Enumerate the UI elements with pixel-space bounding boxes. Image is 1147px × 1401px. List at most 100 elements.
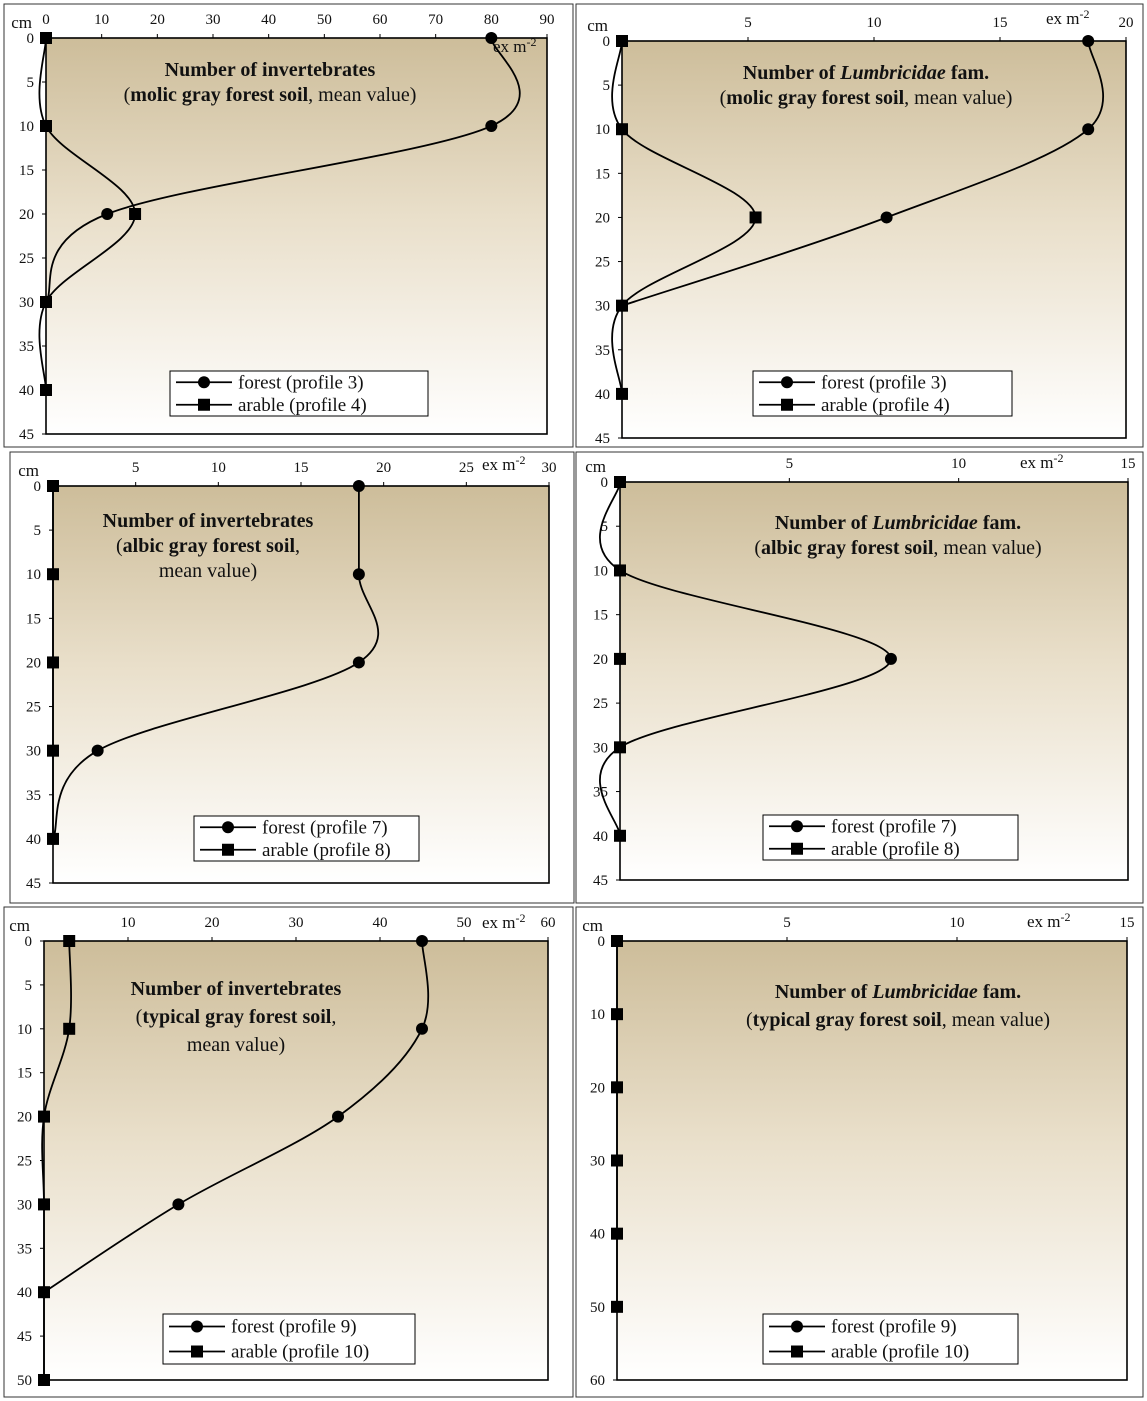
chart-title: Number of Lumbricidae fam. (molic gray fo…: [720, 62, 1013, 109]
forest-point: [352, 480, 365, 492]
x-tick-label: 0: [42, 12, 50, 28]
y-tick-label: 20: [19, 207, 34, 223]
y-tick-label: 30: [593, 740, 608, 756]
x-tick-label: 20: [1119, 15, 1134, 31]
x-tick-label: 15: [993, 15, 1008, 31]
y-tick-label: 25: [17, 1154, 32, 1170]
forest-point: [101, 208, 114, 220]
y-tick-label: 15: [593, 608, 608, 624]
legend-square-icon: [198, 398, 210, 411]
forest-point: [172, 1198, 185, 1211]
chart-title-segment: Number of invertebrates: [131, 978, 342, 1000]
legend-box: [162, 1313, 416, 1365]
arable-point: [611, 1081, 623, 1094]
legend-box: [762, 814, 1019, 861]
legend-square-icon: [222, 843, 234, 856]
y-tick-label: 20: [17, 1110, 32, 1126]
forest-point: [485, 32, 498, 44]
legend-circle-icon: [781, 376, 793, 389]
chart-title-segment: (: [136, 1006, 143, 1028]
arable-point: [40, 384, 52, 396]
arable-point: [40, 120, 52, 132]
x-tick-label: 15: [1120, 915, 1135, 931]
legend-label: arable (profile 10): [231, 1342, 369, 1363]
x-unit-label: ex m-2: [482, 911, 526, 932]
arable-point: [614, 741, 626, 754]
y-tick-label: 15: [19, 163, 34, 179]
y-tick-label: 15: [595, 166, 610, 182]
legend-label: arable (profile 8): [262, 840, 391, 861]
x-tick-label: 10: [211, 460, 226, 476]
y-tick-label: 40: [26, 832, 41, 848]
y-tick-label: 30: [26, 744, 41, 760]
arable-point: [38, 1286, 50, 1299]
chart-title-segment: fam.: [978, 981, 1021, 1003]
arable-point: [616, 387, 628, 400]
y-tick-label: 5: [603, 78, 611, 94]
x-tick-label: 60: [373, 12, 388, 28]
y-tick-label: 0: [598, 934, 606, 950]
x-tick-label: 80: [484, 12, 499, 28]
chart-title-segment: Number of invertebrates: [165, 59, 376, 81]
arable-point: [47, 568, 59, 581]
forest-point: [416, 935, 428, 947]
x-tick-label: 25: [459, 460, 474, 476]
x-unit-superscript: -2: [1061, 910, 1071, 924]
y-tick-label: 30: [595, 299, 610, 315]
x-tick-label: 40: [261, 12, 276, 28]
arable-point: [614, 829, 626, 842]
arable-point: [47, 832, 59, 845]
chart-title-segment: Number of: [775, 981, 872, 1003]
x-tick-label: 50: [457, 915, 472, 931]
legend-box: [169, 370, 429, 417]
y-tick-label: 45: [19, 427, 34, 443]
x-unit-superscript: -2: [1080, 7, 1090, 21]
y-tick-label: 40: [590, 1227, 605, 1243]
y-tick-label: 50: [17, 1373, 32, 1389]
x-unit-superscript: -2: [527, 35, 537, 49]
series-line-forest: [45, 37, 521, 303]
chart-title-segment: , mean value): [942, 1009, 1050, 1031]
legend-circle-icon: [198, 376, 210, 389]
y-tick-label: 40: [593, 829, 608, 845]
chart-title: Number of Lumbricidae fam. (typical gray …: [746, 981, 1050, 1031]
chart-title-segment: typical gray forest soil: [142, 1006, 331, 1028]
arable-point: [38, 1198, 50, 1211]
y-tick-label: 10: [19, 119, 34, 135]
plot-area: [45, 37, 548, 435]
legend-square-icon: [791, 1345, 803, 1358]
chart-panel-3: 5 10 15 20 25 30 0 5 10 15 20 25 30 35 40 45 cm ex m-2 Num…: [9, 451, 575, 904]
y-tick-label: 10: [26, 567, 41, 583]
x-tick-label: 15: [1121, 456, 1136, 472]
chart-title-segment: (: [754, 537, 761, 559]
legend-label: arable (profile 8): [831, 839, 960, 860]
y-tick-label: 15: [26, 611, 41, 627]
arable-point: [38, 1374, 50, 1386]
y-tick-label: 45: [593, 873, 608, 889]
chart-title-segment: albic gray forest soil: [123, 535, 296, 557]
y-tick-label: 20: [595, 210, 610, 226]
chart-title-segment: fam.: [978, 512, 1021, 534]
chart-title-segment: fam.: [946, 62, 989, 84]
chart-title-segment: (: [124, 84, 131, 106]
y-tick-label: 45: [17, 1329, 32, 1345]
y-tick-label: 30: [17, 1197, 32, 1213]
chart-title-segment: mean value): [187, 1034, 285, 1056]
arable-point: [749, 211, 762, 224]
x-tick-label: 10: [950, 915, 965, 931]
chart-title-segment: mean value): [159, 560, 257, 582]
y-tick-label: 20: [593, 652, 608, 668]
y-unit-label: cm: [18, 461, 39, 480]
chart-title: Number of invertebrates (molic gray fores…: [124, 59, 417, 106]
legend-label: arable (profile 4): [238, 395, 367, 416]
x-tick-label: 50: [317, 12, 332, 28]
series-line-forest: [52, 486, 380, 840]
arable-point: [611, 1154, 623, 1167]
arable-point: [616, 299, 628, 312]
legend-label: arable (profile 4): [821, 395, 950, 416]
y-tick-label: 0: [27, 31, 35, 47]
chart-title-segment: albic gray forest soil: [761, 537, 934, 559]
chart-title-segment: ,: [331, 1006, 336, 1028]
arable-point: [38, 1110, 50, 1123]
